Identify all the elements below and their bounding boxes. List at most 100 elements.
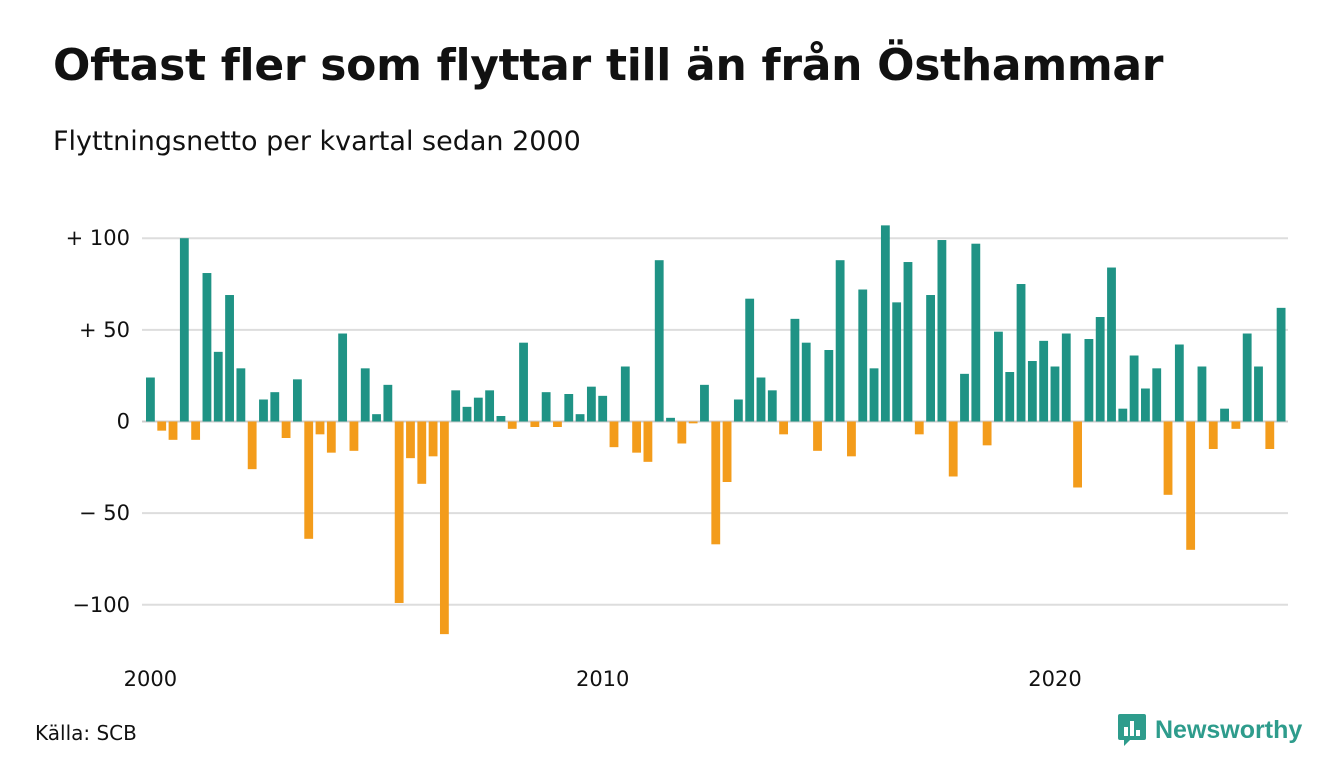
chart-title: Oftast fler som flyttar till än från Öst… bbox=[53, 40, 1164, 91]
bar-2000Q4 bbox=[179, 238, 189, 422]
bar-2016Q1 bbox=[869, 368, 879, 422]
bar-2025Q1 bbox=[1276, 307, 1286, 422]
bar-2000Q3 bbox=[168, 421, 178, 440]
bar-2011Q3 bbox=[666, 417, 675, 422]
bar-2005Q4 bbox=[406, 421, 415, 459]
bar-2021Q2 bbox=[1107, 267, 1116, 422]
bar-2023Q2 bbox=[1197, 366, 1207, 422]
bar-2013Q3 bbox=[756, 377, 766, 422]
bar-2020Q4 bbox=[1084, 339, 1094, 422]
bar-2003Q2 bbox=[292, 379, 302, 422]
bar-2020Q2 bbox=[1061, 333, 1071, 422]
bar-2010Q3 bbox=[620, 366, 630, 422]
bar-2005Q3 bbox=[394, 421, 404, 603]
bar-2012Q1 bbox=[688, 421, 698, 424]
bar-2006Q4 bbox=[451, 390, 461, 422]
y-tick-label: −100 bbox=[72, 593, 130, 617]
bar-2017Q3 bbox=[937, 240, 947, 422]
bar-2011Q4 bbox=[677, 421, 687, 444]
bar-2008Q3 bbox=[530, 421, 540, 427]
bar-2018Q1 bbox=[960, 373, 969, 422]
bar-2016Q2 bbox=[880, 225, 890, 422]
bar-2014Q2 bbox=[790, 318, 800, 422]
bar-2023Q4 bbox=[1220, 408, 1229, 422]
bar-2001Q2 bbox=[202, 273, 212, 422]
source-note: Källa: SCB bbox=[35, 721, 137, 745]
bar-2018Q4 bbox=[994, 331, 1003, 422]
brand-name: Newsworthy bbox=[1155, 715, 1303, 744]
bar-2009Q3 bbox=[575, 414, 585, 422]
bar-2005Q2 bbox=[383, 384, 393, 422]
bar-2008Q4 bbox=[541, 392, 551, 422]
bar-2014Q4 bbox=[813, 421, 822, 451]
bar-2003Q4 bbox=[315, 421, 325, 435]
bar-2022Q1 bbox=[1141, 388, 1150, 422]
bar-2000Q2 bbox=[157, 421, 167, 431]
bar-2009Q2 bbox=[564, 394, 574, 422]
brand-logo: Newsworthy bbox=[1117, 713, 1302, 747]
bar-2011Q1 bbox=[643, 421, 653, 462]
bar-2006Q3 bbox=[439, 421, 449, 635]
bar-2018Q3 bbox=[982, 421, 992, 446]
bar-2014Q1 bbox=[779, 421, 789, 435]
bar-2022Q4 bbox=[1174, 344, 1184, 422]
bar-2024Q3 bbox=[1254, 366, 1263, 422]
bar-2000Q1 bbox=[146, 377, 155, 422]
y-tick-label: + 50 bbox=[79, 318, 130, 342]
tick-labels: + 100 + 50 0 − 50 −100 2000 2010 2020 bbox=[66, 226, 1082, 691]
bar-2017Q2 bbox=[926, 295, 935, 422]
bar-2002Q3 bbox=[259, 399, 268, 422]
bar-2018Q2 bbox=[971, 243, 981, 422]
bar-2020Q3 bbox=[1073, 421, 1082, 488]
bar-2012Q4 bbox=[722, 421, 732, 482]
y-tick-label: − 50 bbox=[79, 501, 130, 525]
bar-2003Q3 bbox=[304, 421, 314, 539]
bar-2003Q1 bbox=[281, 421, 291, 438]
bar-chart: + 100 + 50 0 − 50 −100 2000 2010 2020 bbox=[66, 225, 1288, 691]
bar-2014Q3 bbox=[801, 342, 811, 422]
bar-2021Q3 bbox=[1118, 408, 1128, 422]
x-tick-label: 2020 bbox=[1028, 667, 1081, 691]
newsworthy-icon bbox=[1118, 714, 1146, 746]
bar-2004Q2 bbox=[338, 333, 348, 422]
bar-2011Q2 bbox=[654, 260, 664, 422]
bar-2016Q3 bbox=[892, 302, 902, 422]
bar-2009Q1 bbox=[553, 421, 562, 427]
bar-2024Q2 bbox=[1242, 333, 1252, 422]
bar-2009Q4 bbox=[586, 386, 596, 422]
bar-2013Q1 bbox=[733, 399, 743, 422]
bar-2024Q1 bbox=[1231, 421, 1241, 429]
bar-2007Q4 bbox=[496, 416, 506, 422]
bar-2023Q1 bbox=[1186, 421, 1196, 550]
bar-2017Q1 bbox=[914, 421, 924, 435]
y-tick-label: + 100 bbox=[66, 226, 130, 250]
bar-2012Q2 bbox=[700, 384, 709, 422]
bar-2010Q1 bbox=[598, 395, 608, 422]
bar-2017Q4 bbox=[948, 421, 958, 477]
bar-2007Q1 bbox=[462, 406, 472, 422]
bar-2020Q1 bbox=[1050, 366, 1060, 422]
bar-2022Q2 bbox=[1152, 368, 1162, 422]
bar-2021Q1 bbox=[1095, 317, 1105, 422]
bar-2022Q3 bbox=[1163, 421, 1173, 495]
bar-2019Q3 bbox=[1027, 361, 1037, 422]
x-tick-label: 2000 bbox=[124, 667, 177, 691]
bar-2012Q3 bbox=[711, 421, 721, 545]
bar-2013Q4 bbox=[767, 390, 777, 422]
bar-2024Q4 bbox=[1265, 421, 1275, 449]
bar-2010Q2 bbox=[609, 421, 619, 448]
bar-2006Q2 bbox=[428, 421, 438, 457]
bar-2015Q1 bbox=[824, 350, 834, 422]
bar-2010Q4 bbox=[632, 421, 642, 453]
bar-2021Q4 bbox=[1129, 355, 1139, 422]
x-tick-label: 2010 bbox=[576, 667, 629, 691]
bar-2006Q1 bbox=[417, 421, 427, 484]
y-tick-label: 0 bbox=[117, 410, 130, 434]
bar-2002Q1 bbox=[236, 368, 246, 422]
bar-2015Q4 bbox=[858, 289, 868, 422]
bar-2001Q1 bbox=[191, 421, 201, 440]
bar-2016Q4 bbox=[903, 262, 913, 422]
bar-2008Q2 bbox=[519, 342, 528, 422]
bar-2023Q3 bbox=[1208, 421, 1218, 449]
bar-2007Q3 bbox=[485, 390, 495, 422]
